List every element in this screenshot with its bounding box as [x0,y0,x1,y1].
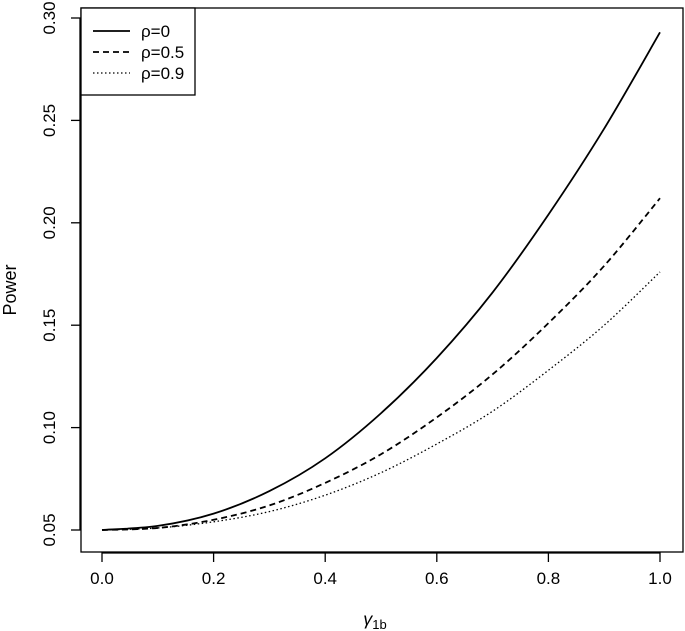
legend-entry: ρ=0.9 [141,64,184,83]
series-line-3 [101,271,661,531]
legend-box [80,7,196,96]
x-axis-label: γ1b [363,609,386,631]
x-tick-label: 0.2 [202,569,226,588]
x-tick-label: 0.0 [90,569,114,588]
x-axis-label-main: γ [363,609,373,629]
y-tick-label: 0.15 [40,309,59,342]
x-tick-label: 0.4 [313,569,337,588]
y-axis-label: Power [0,264,20,315]
series-line-2 [101,197,661,531]
legend-entry: ρ=0 [141,22,170,41]
x-axis: 0.0 0.2 0.4 0.6 0.8 1.0 [90,552,672,588]
y-tick-label: 0.30 [40,1,59,34]
legend: ρ=0 ρ=0.5 ρ=0.9 [80,7,196,96]
x-tick-label: 0.6 [425,569,449,588]
y-tick-label: 0.25 [40,104,59,137]
x-tick-label: 1.0 [648,569,672,588]
series-line-1 [101,31,661,531]
y-axis: 0.05 0.10 0.15 0.20 0.25 0.30 [40,1,81,547]
x-tick-label: 0.8 [537,569,561,588]
legend-entry: ρ=0.5 [141,43,184,62]
plot-area [80,7,684,553]
y-tick-label: 0.20 [40,206,59,239]
x-axis-label-subscript: 1b [372,617,386,631]
plot-frame [80,7,684,553]
series-lines [101,31,661,531]
y-tick-label: 0.10 [40,411,59,444]
y-tick-label: 0.05 [40,513,59,546]
